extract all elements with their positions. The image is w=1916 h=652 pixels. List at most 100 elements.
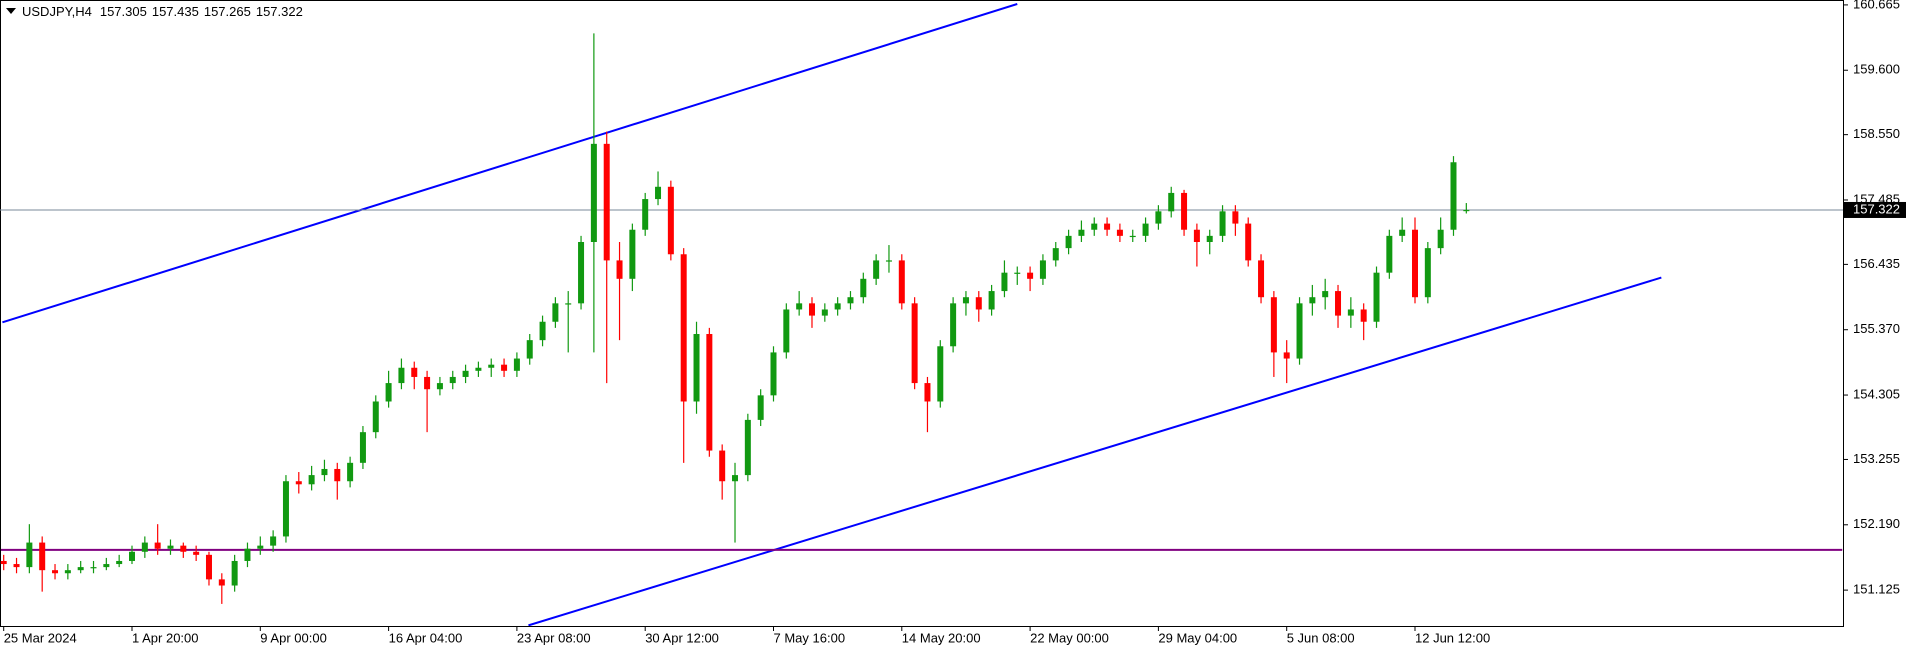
candle-body	[975, 297, 982, 310]
candle-body	[770, 352, 777, 396]
candle-body	[1283, 352, 1290, 359]
x-tick-label: 16 Apr 04:00	[389, 630, 463, 645]
y-tick-label: 158.550	[1853, 126, 1900, 141]
candle-body	[488, 364, 495, 368]
candle-body	[706, 334, 713, 451]
candle-body	[1039, 260, 1046, 279]
candle-body	[218, 579, 225, 586]
y-tick-label: 155.370	[1853, 321, 1900, 336]
candle-body	[1322, 291, 1329, 298]
candle-body	[1424, 248, 1431, 298]
candle-body	[693, 334, 700, 402]
x-tick-label: 1 Apr 20:00	[132, 630, 199, 645]
y-tick-label: 156.435	[1853, 256, 1900, 271]
candle-body	[295, 481, 302, 485]
candle-body	[808, 303, 815, 316]
candle-body	[77, 567, 84, 571]
candle-body	[796, 303, 803, 310]
x-tick-label: 5 Jun 08:00	[1287, 630, 1355, 645]
candle-body	[1335, 291, 1342, 316]
candle-body	[732, 475, 739, 482]
candle-body	[475, 367, 482, 371]
y-tick-label: 152.190	[1853, 516, 1900, 531]
candle-body	[1014, 272, 1021, 274]
candle-body	[744, 419, 751, 476]
close: 157.322	[256, 4, 303, 19]
candle-body	[885, 260, 892, 262]
price-label-box	[1844, 201, 1906, 218]
candle-body	[539, 321, 546, 341]
candle-body	[655, 186, 662, 200]
candle-body	[1360, 309, 1367, 322]
candle-body	[244, 548, 251, 561]
candle-body	[513, 358, 520, 371]
candle-body	[847, 297, 854, 304]
candle-body	[270, 536, 277, 546]
candle-body	[1373, 272, 1380, 322]
x-tick-label: 14 May 20:00	[902, 630, 981, 645]
candle-body	[1142, 223, 1149, 236]
x-tick-label: 29 May 04:00	[1158, 630, 1237, 645]
candle-body	[1258, 260, 1265, 298]
candle-body	[1245, 223, 1252, 261]
candle-body	[449, 376, 456, 384]
candle-body	[924, 383, 931, 402]
candle-body	[103, 564, 110, 568]
candle-body	[1412, 229, 1418, 298]
candle-body	[90, 567, 97, 569]
candle-body	[629, 229, 636, 279]
trend-line	[528, 276, 1662, 626]
candle-body	[1129, 235, 1136, 238]
x-tick-label: 30 Apr 12:00	[645, 630, 719, 645]
y-tick-label: 151.125	[1853, 582, 1900, 597]
candle-body	[1206, 235, 1213, 242]
candle-body	[411, 367, 418, 377]
candle-body	[154, 542, 161, 549]
plot-frame	[0, 0, 1844, 627]
candle-body	[52, 570, 59, 574]
candle-body	[1347, 309, 1354, 316]
candle-body	[1399, 229, 1406, 236]
chart-header: USDJPY,H4 157.305 157.435 157.265 157.322	[22, 4, 303, 19]
candle-body	[1450, 162, 1457, 230]
low: 157.265	[204, 4, 251, 19]
candle-body	[1116, 229, 1123, 236]
candle-body	[0, 560, 7, 565]
candle-body	[231, 560, 238, 586]
candle-body	[1437, 229, 1444, 249]
x-tick-label: 12 Jun 12:00	[1415, 630, 1490, 645]
symbol: USDJPY,H4	[22, 4, 92, 19]
candle-body	[129, 551, 135, 561]
open: 157.305	[100, 4, 147, 19]
candle-body	[26, 542, 33, 568]
x-tick-label: 7 May 16:00	[774, 630, 846, 645]
candle-body	[13, 564, 20, 568]
candle-body	[526, 340, 533, 359]
candle-body	[64, 570, 71, 574]
candle-body	[372, 401, 379, 433]
candle-body	[1463, 209, 1470, 212]
candle-body	[821, 309, 828, 316]
candle-body	[462, 370, 469, 377]
candle-body	[1091, 223, 1098, 230]
candle-body	[565, 303, 572, 305]
candle-body	[1181, 192, 1188, 230]
candle-body	[398, 367, 405, 384]
candle-body	[590, 143, 597, 242]
menu-arrow	[6, 8, 16, 14]
candle-body	[1104, 223, 1111, 230]
candle-body	[988, 291, 995, 310]
candle-body	[39, 542, 46, 571]
candle-body	[1270, 297, 1277, 353]
candle-body	[552, 303, 559, 322]
candle-body	[1309, 297, 1316, 304]
candle-body	[603, 143, 610, 261]
candle-body	[873, 260, 880, 279]
candle-body	[578, 241, 585, 304]
candle-body	[962, 297, 969, 304]
candle-body	[141, 542, 148, 552]
candle-body	[1001, 272, 1008, 292]
y-tick-label: 153.255	[1853, 451, 1900, 466]
